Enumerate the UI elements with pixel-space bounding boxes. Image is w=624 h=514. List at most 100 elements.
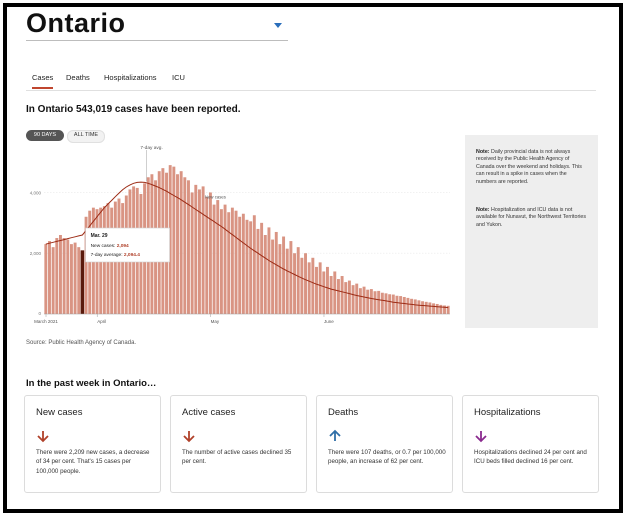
- chart-bar-highlighted[interactable]: [80, 250, 85, 314]
- chart-bar[interactable]: [179, 171, 183, 314]
- chart-bar[interactable]: [336, 279, 340, 314]
- chart-bar[interactable]: [315, 266, 318, 314]
- chart-bar[interactable]: [439, 304, 443, 314]
- chart-bar[interactable]: [168, 165, 172, 314]
- chart-bar[interactable]: [249, 221, 253, 314]
- tab-deaths[interactable]: Deaths: [66, 73, 90, 82]
- chart-bar[interactable]: [285, 248, 289, 314]
- chart-bar[interactable]: [432, 303, 436, 314]
- chart-bar[interactable]: [69, 244, 73, 314]
- chart-bar[interactable]: [293, 253, 297, 314]
- chart-bar[interactable]: [428, 302, 432, 314]
- chart-bar[interactable]: [282, 236, 286, 314]
- chart-bar[interactable]: [58, 235, 62, 314]
- chart-bar[interactable]: [183, 177, 187, 314]
- chart-bar[interactable]: [296, 247, 300, 314]
- chart-bar[interactable]: [223, 204, 227, 314]
- chart-bar[interactable]: [190, 192, 194, 314]
- chart-bar[interactable]: [176, 174, 179, 314]
- chart-bar[interactable]: [329, 276, 333, 314]
- chart-bar[interactable]: [399, 296, 403, 314]
- chart-bar[interactable]: [307, 262, 311, 314]
- chart-bar[interactable]: [304, 253, 307, 314]
- chart-bar[interactable]: [48, 241, 51, 314]
- chart-bar[interactable]: [201, 186, 205, 314]
- chart-bar[interactable]: [241, 213, 245, 314]
- chart-bar[interactable]: [55, 238, 59, 314]
- chart-bar[interactable]: [344, 282, 348, 314]
- chart-bar[interactable]: [62, 238, 66, 314]
- chart-bar[interactable]: [366, 289, 370, 314]
- chart-bar[interactable]: [351, 285, 355, 314]
- chart-bar[interactable]: [267, 227, 271, 314]
- chart-bar[interactable]: [263, 235, 267, 314]
- chart-bar[interactable]: [417, 300, 421, 314]
- chart-bar[interactable]: [384, 293, 388, 314]
- chart-bar[interactable]: [230, 207, 234, 314]
- chart-bar[interactable]: [44, 244, 48, 314]
- chart-bar[interactable]: [340, 276, 344, 314]
- chart-bar[interactable]: [369, 289, 373, 314]
- chart-bar[interactable]: [300, 257, 304, 314]
- chart-bar[interactable]: [358, 288, 362, 314]
- chart-bar[interactable]: [84, 216, 88, 314]
- chart-bar[interactable]: [443, 305, 446, 314]
- chart-bar[interactable]: [172, 166, 176, 314]
- chart-bar[interactable]: [435, 303, 439, 314]
- tab-hospitalizations[interactable]: Hospitalizations: [104, 73, 157, 82]
- chart-bar[interactable]: [73, 242, 77, 314]
- chart-bar[interactable]: [446, 305, 450, 314]
- chart-bar[interactable]: [194, 184, 198, 314]
- tab-icu[interactable]: ICU: [172, 73, 185, 82]
- chart-bar[interactable]: [88, 210, 92, 314]
- chart-bar[interactable]: [216, 200, 220, 314]
- chart-bar[interactable]: [77, 247, 81, 314]
- chart-bar[interactable]: [311, 257, 315, 314]
- chart-bar[interactable]: [234, 210, 238, 314]
- chart-bar[interactable]: [245, 219, 249, 314]
- chart-bar[interactable]: [424, 301, 428, 314]
- chart-bar[interactable]: [219, 209, 223, 314]
- chart-bar[interactable]: [362, 286, 366, 314]
- chart-bar[interactable]: [256, 228, 260, 314]
- chart-bar[interactable]: [395, 295, 399, 314]
- chart-bar[interactable]: [388, 294, 392, 314]
- tab-cases[interactable]: Cases: [32, 73, 54, 89]
- chart-bar[interactable]: [187, 180, 190, 314]
- chart-bar[interactable]: [66, 239, 70, 314]
- range-all-time-button[interactable]: ALL TIME: [67, 130, 105, 143]
- chart-bar[interactable]: [318, 262, 322, 314]
- chart-bar[interactable]: [413, 299, 417, 314]
- chart-bar[interactable]: [238, 216, 242, 314]
- chart-bar[interactable]: [402, 296, 406, 314]
- chart-bar[interactable]: [347, 280, 351, 314]
- chart-bar[interactable]: [421, 301, 425, 314]
- chart-bar[interactable]: [212, 204, 216, 314]
- chart-bar[interactable]: [278, 244, 282, 314]
- cases-chart: 2,000 4,000 0 March 2021 April May June 7-day a…: [30, 145, 450, 324]
- chart-bar[interactable]: [271, 239, 275, 314]
- chart-bar[interactable]: [227, 212, 231, 314]
- chart-bar[interactable]: [252, 215, 256, 314]
- chevron-down-icon[interactable]: [274, 23, 282, 28]
- chart-bar[interactable]: [51, 247, 55, 314]
- chart-bar[interactable]: [377, 290, 381, 314]
- chart-bar[interactable]: [380, 292, 384, 314]
- chart-bar[interactable]: [355, 283, 359, 314]
- chart-bar[interactable]: [322, 271, 326, 314]
- chart-bar[interactable]: [326, 266, 329, 314]
- chart-bar[interactable]: [410, 298, 414, 314]
- chart-bar[interactable]: [333, 271, 337, 314]
- chart-bar[interactable]: [289, 241, 293, 314]
- chart-bar[interactable]: [391, 294, 395, 314]
- chart-bar[interactable]: [205, 197, 209, 314]
- province-selector[interactable]: Ontario: [26, 8, 288, 41]
- chart-bar[interactable]: [406, 297, 410, 314]
- chart-bar[interactable]: [208, 192, 212, 314]
- card-body: There were 2,209 new cases, a decrease o…: [36, 449, 150, 475]
- chart-bar[interactable]: [373, 291, 377, 314]
- chart-bar[interactable]: [260, 222, 264, 314]
- range-90-days-button[interactable]: 90 DAYS: [26, 130, 64, 141]
- chart-bar[interactable]: [274, 231, 278, 314]
- chart-bar[interactable]: [197, 189, 201, 314]
